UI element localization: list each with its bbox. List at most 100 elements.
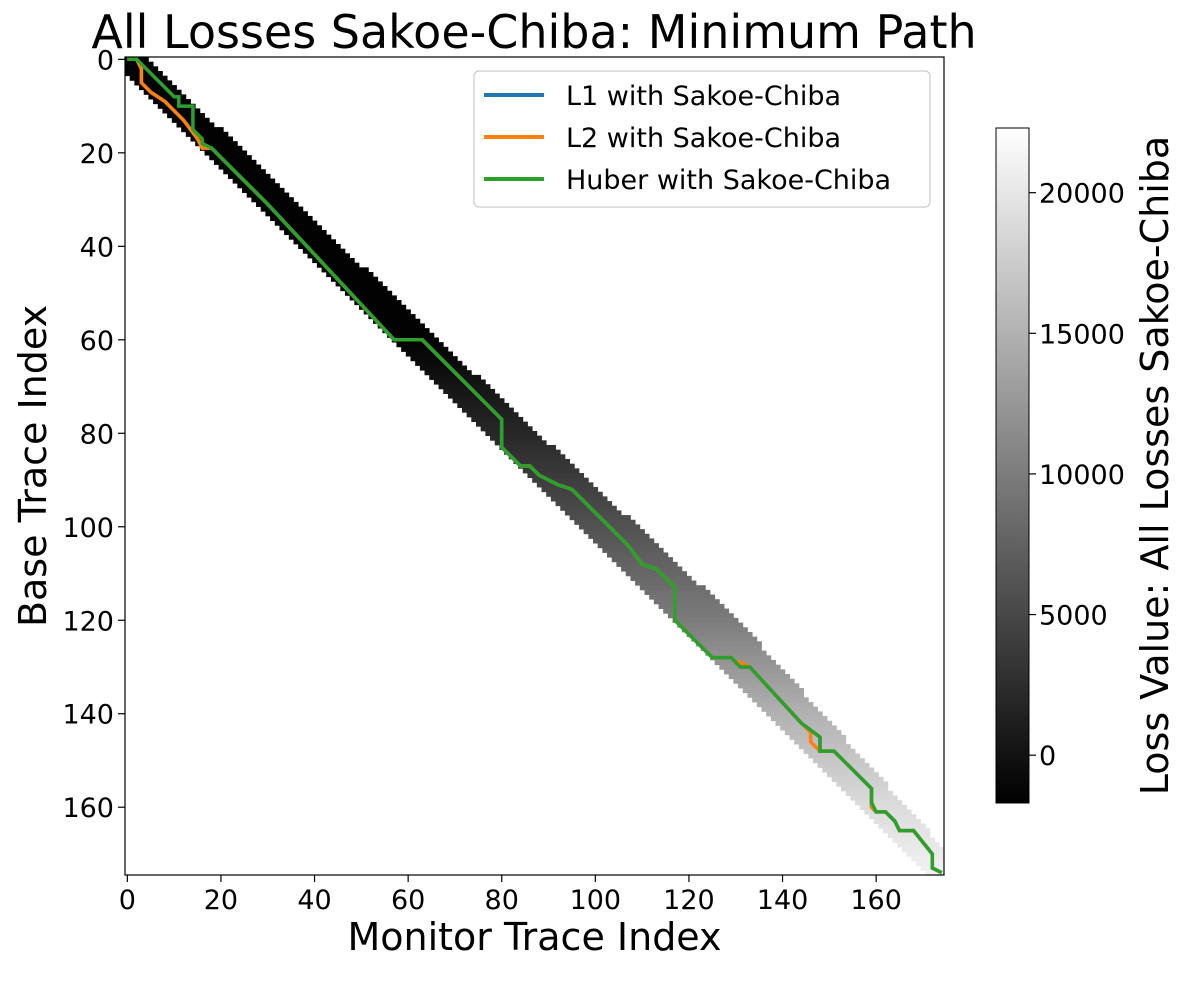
heatmap-row [396, 342, 444, 348]
heatmap-row [672, 617, 739, 623]
heatmap-row [134, 80, 173, 86]
heatmap-row [887, 832, 931, 839]
heatmap-row [607, 552, 669, 558]
heatmap-row [401, 346, 449, 352]
path-line-3 [127, 57, 943, 875]
heatmap-row [176, 122, 215, 128]
heatmap-row [204, 150, 248, 156]
heatmap-row [817, 762, 870, 768]
heatmap-row [148, 94, 187, 100]
colorbar-ticks: 0 5000 10000 15000 20000 [1029, 179, 1125, 772]
y-axis-label: Base Trace Index [11, 305, 55, 627]
heatmap-row [209, 155, 252, 161]
heatmap-row [798, 744, 851, 750]
legend: L1 with Sakoe-Chiba L2 with Sakoe-Chiba Hu… [473, 70, 931, 208]
heatmap-row [330, 276, 379, 282]
heatmap-row [686, 631, 753, 638]
heatmap-row [677, 622, 744, 628]
heatmap-row [855, 800, 903, 806]
heatmap-row [424, 370, 472, 376]
heatmap-row [199, 145, 243, 151]
heatmap-row [354, 300, 402, 306]
heatmap-row [897, 842, 940, 848]
y-tick-label: 60 [80, 326, 114, 357]
heatmap-row [415, 360, 463, 366]
colorbar-label: Loss Value: All Losses Sakoe-Chiba [1133, 136, 1177, 795]
heatmap-row [218, 164, 262, 170]
heatmap-row [256, 201, 299, 207]
heatmap-row [836, 781, 889, 787]
heatmap-row [480, 426, 533, 432]
heatmap-row [513, 458, 570, 465]
heatmap-row [611, 557, 673, 563]
heatmap-row [911, 856, 945, 862]
heatmap-row [326, 272, 374, 278]
heatmap-row [373, 318, 421, 324]
heatmap-row [681, 627, 748, 633]
colorbar-tick-label: 0 [1039, 741, 1056, 772]
heatmap-row [129, 75, 168, 81]
heatmap-row [429, 374, 482, 380]
heatmap-row [242, 187, 285, 193]
heatmap-row [831, 776, 884, 782]
colorbar-tick-label: 15000 [1039, 319, 1125, 350]
heatmap-row [195, 141, 238, 147]
heatmap-row [859, 804, 907, 810]
heatmap-row [892, 837, 936, 843]
heatmap-row [808, 753, 861, 759]
y-tick-label: 160 [62, 793, 114, 824]
heatmap-row [471, 416, 524, 422]
heatmap-row [260, 206, 304, 212]
x-tick-label: 60 [391, 885, 425, 916]
heatmap-row [438, 384, 491, 390]
heatmap-row [143, 89, 182, 95]
x-tick-label: 160 [850, 885, 902, 916]
heatmap-row [700, 645, 762, 652]
heatmap-row [522, 468, 580, 474]
legend-box [473, 70, 931, 208]
heatmap-row [878, 823, 926, 829]
heatmap-row [181, 127, 224, 133]
heatmap-row [714, 659, 776, 666]
colorbar-tick-label: 20000 [1039, 179, 1125, 210]
x-tick-label: 20 [204, 885, 238, 916]
heatmap-row [171, 117, 210, 123]
colorbar-gradient [995, 127, 1030, 804]
heatmap-row [925, 870, 945, 876]
colorbar-tick-label: 10000 [1039, 460, 1125, 491]
x-tick-label: 0 [119, 885, 136, 916]
heatmap-row [419, 365, 468, 371]
heatmap-row [663, 608, 730, 614]
heatmap-row [284, 229, 327, 236]
heatmap-row [387, 332, 435, 338]
path-lines [127, 57, 943, 875]
y-tick-label: 40 [80, 232, 114, 263]
plot-frame [124, 56, 945, 876]
heatmap-row [410, 356, 458, 362]
heatmap-row [279, 225, 322, 231]
heatmap-row [447, 393, 500, 399]
heatmap-row [812, 758, 865, 764]
heatmap-row [433, 379, 486, 385]
legend-entry: L1 with Sakoe-Chiba [566, 81, 841, 112]
heatmap-row [213, 159, 257, 165]
heatmap-row [518, 463, 575, 469]
heatmap-row [251, 197, 294, 203]
heatmap-row [691, 636, 758, 642]
heatmap-row [822, 767, 875, 773]
heatmap-row [190, 136, 234, 142]
heatmap-row [349, 295, 397, 301]
heatmap-row [312, 257, 355, 264]
heatmap-row [644, 589, 711, 595]
heatmap-row [461, 407, 514, 413]
heatmap-row [302, 248, 346, 254]
heatmap-row [232, 178, 276, 184]
y-axis-ticks: 0 20 40 60 80 100 120 140 160 [62, 45, 125, 824]
heatmap-row [532, 477, 589, 483]
heatmap-row [293, 239, 336, 245]
heatmap-row [527, 473, 585, 479]
x-tick-label: 140 [757, 885, 809, 916]
heatmap-row [710, 655, 772, 661]
heatmap-row [452, 398, 505, 404]
